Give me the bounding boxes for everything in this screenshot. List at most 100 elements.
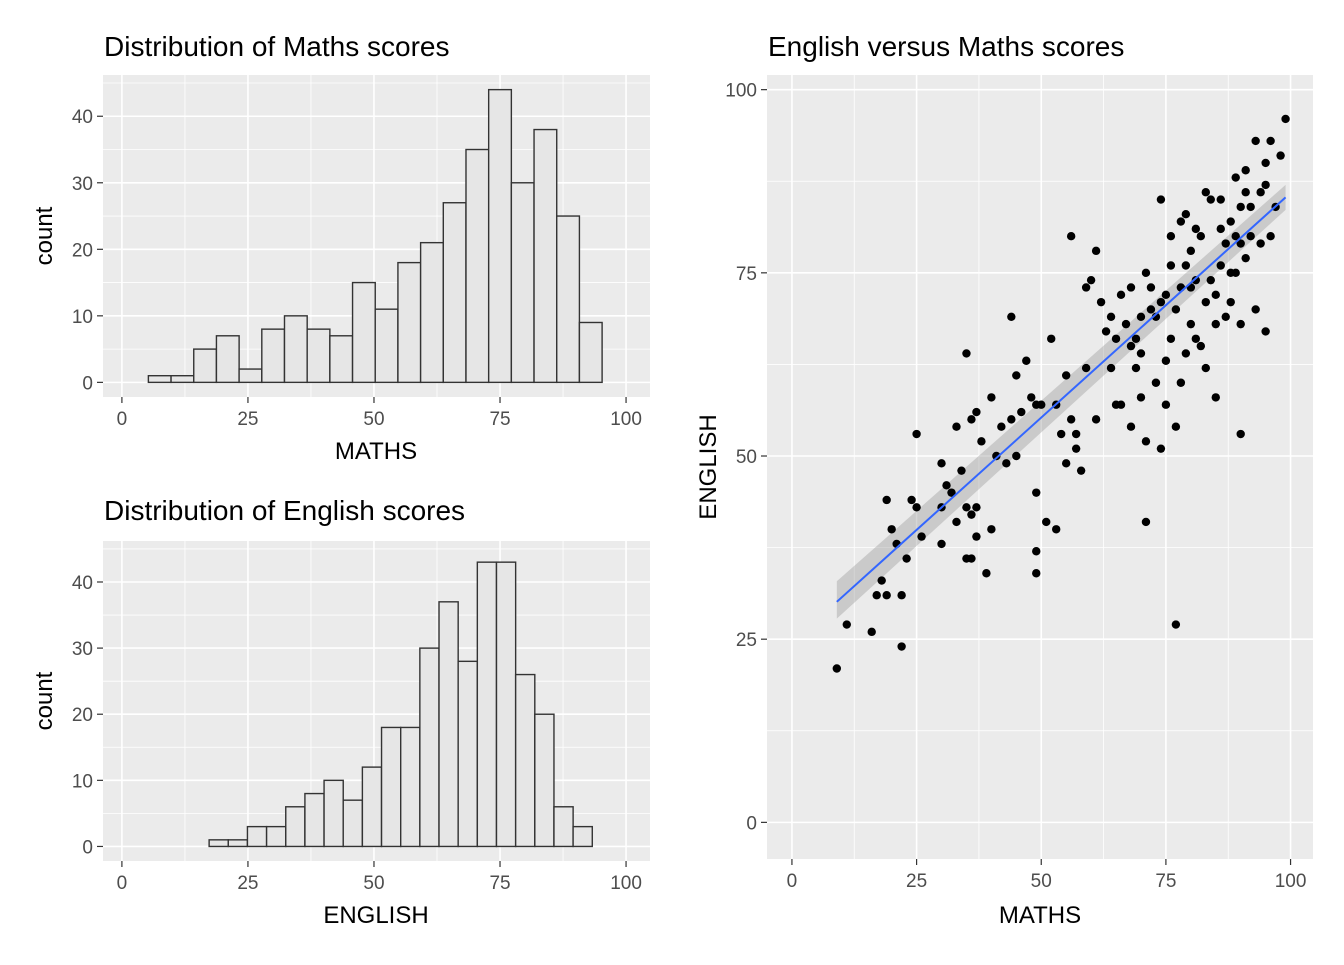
scatter-point	[832, 664, 842, 673]
scatter-point	[1156, 444, 1166, 453]
histogram-bar	[457, 660, 479, 848]
histogram-bar	[578, 321, 603, 384]
histogram-bar	[238, 368, 263, 384]
scatter-point	[987, 393, 996, 402]
y-axis-label: ENGLISH	[695, 414, 722, 519]
scatter-point	[1061, 459, 1071, 468]
x-tick-label: 100	[1275, 871, 1307, 892]
scatter-point	[1161, 356, 1171, 365]
scatter-point	[1261, 158, 1270, 168]
scatter-point	[992, 451, 1001, 461]
x-axis-ticks: 0 25 50 75 100	[117, 861, 642, 894]
scatter-point	[897, 591, 906, 600]
histogram-bar	[265, 825, 287, 848]
x-tick-label: 0	[117, 873, 128, 894]
scatter-point	[1176, 217, 1186, 226]
histogram-bar	[361, 766, 383, 848]
scatter-point	[1007, 312, 1016, 321]
scatter-point	[1171, 620, 1181, 629]
scatter-point	[1141, 437, 1151, 446]
y-tick-label: 40	[72, 107, 93, 128]
scatter-point	[1101, 327, 1111, 336]
y-tick-label: 20	[72, 240, 93, 261]
scatter-point	[1022, 356, 1031, 365]
histogram-bar	[351, 281, 376, 384]
confidence-band	[836, 184, 1286, 619]
gridlines	[767, 75, 1313, 859]
y-tick-label: 10	[72, 307, 93, 328]
y-axis-ticks: 0 10 20 30 40	[72, 573, 103, 858]
histogram-bar	[495, 561, 517, 848]
scatter-point	[1042, 517, 1051, 527]
histogram-bar	[514, 673, 536, 848]
y-tick-label: 0	[746, 813, 757, 834]
scatter-point	[1226, 217, 1235, 226]
histogram-bar	[208, 839, 229, 848]
histogram-bar	[534, 713, 555, 848]
scatter-point	[912, 429, 921, 439]
scatter-point	[1076, 466, 1086, 475]
scatter-point	[1091, 246, 1101, 256]
scatter-point	[1166, 261, 1176, 270]
histogram-bar	[147, 375, 172, 384]
scatter-point	[867, 627, 876, 637]
points	[832, 114, 1290, 673]
scatter-point	[1241, 253, 1250, 263]
scatter-point	[912, 503, 921, 512]
scatter-point	[1251, 136, 1260, 146]
x-tick-label: 100	[610, 409, 642, 430]
scatter-point	[1211, 393, 1220, 402]
histogram-bar	[227, 839, 249, 848]
scatter-point	[1071, 444, 1081, 453]
x-tick-label: 25	[237, 873, 258, 894]
histogram-bar	[283, 315, 308, 384]
scatter-point	[1126, 422, 1136, 431]
scatter-point	[1126, 341, 1136, 351]
scatter-point	[1066, 415, 1076, 424]
scatter-point	[1071, 429, 1081, 439]
y-tick-label: 30	[72, 639, 93, 660]
scatter-point	[937, 539, 946, 549]
histogram-bar	[438, 601, 459, 848]
histogram-bar	[487, 88, 513, 384]
scatter-point	[1166, 231, 1176, 241]
scatter-point	[982, 569, 991, 578]
histogram-bar	[553, 806, 574, 848]
scatter-point	[1281, 114, 1290, 124]
scatter-plot: English versus Maths scores 0 25 50 75 100 0…	[695, 31, 1313, 929]
y-tick-label: 20	[72, 705, 93, 726]
scatter-point	[842, 620, 851, 629]
scatter-point	[1111, 334, 1121, 343]
scatter-point	[1136, 349, 1146, 358]
scatter-point	[872, 591, 881, 600]
scatter-point	[997, 422, 1006, 431]
x-tick-label: 75	[489, 409, 510, 430]
scatter-point	[952, 517, 961, 527]
scatter-point	[957, 466, 966, 475]
scatter-point	[1246, 202, 1255, 212]
scatter-point	[1266, 231, 1275, 241]
scatter-point	[902, 554, 911, 563]
chart-title: Distribution of Maths scores	[104, 31, 449, 62]
x-tick-label: 25	[906, 871, 927, 892]
scatter-point	[1201, 188, 1210, 197]
scatter-point	[1037, 400, 1046, 409]
x-tick-label: 25	[237, 409, 258, 430]
scatter-point	[1221, 239, 1230, 248]
scatter-point	[1236, 239, 1245, 248]
scatter-point	[1216, 195, 1225, 204]
scatter-point	[1017, 407, 1026, 417]
histogram-bar	[476, 561, 498, 848]
scatter-point	[1276, 151, 1285, 160]
y-axis-label: count	[31, 206, 58, 265]
scatter-point	[917, 532, 926, 541]
y-tick-label: 10	[72, 771, 93, 792]
scatter-point	[1216, 224, 1225, 234]
x-tick-label: 50	[363, 409, 384, 430]
x-axis-ticks: 0 25 50 75 100	[117, 397, 642, 430]
x-tick-label: 100	[610, 873, 642, 894]
plot-panel	[767, 75, 1313, 859]
scatter-point	[1216, 261, 1225, 270]
scatter-point	[1191, 275, 1201, 285]
